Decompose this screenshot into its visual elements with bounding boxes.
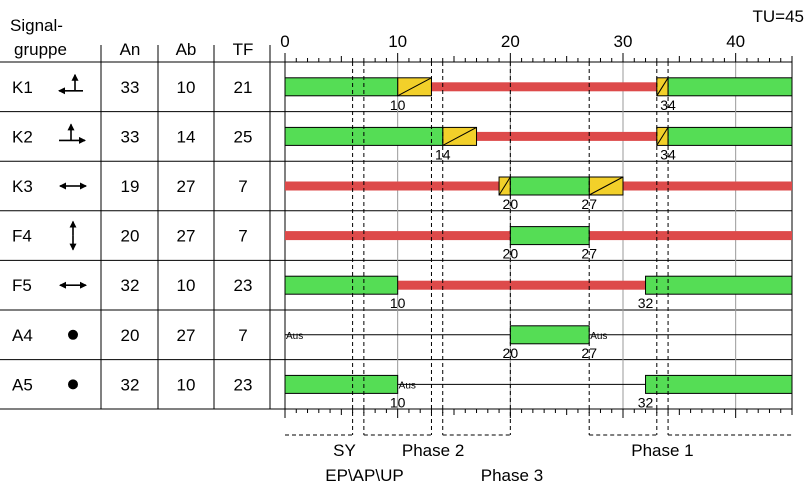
- green-phase-bar: [284, 275, 399, 295]
- an-value: 32: [121, 375, 140, 394]
- time-label: 10: [390, 295, 406, 311]
- dot-icon: [68, 329, 78, 340]
- signal-group-name: K1: [12, 78, 33, 97]
- ab-value: 10: [177, 375, 196, 394]
- green-phase-bar: [284, 374, 399, 394]
- phase-label: Phase 2: [402, 441, 464, 460]
- tf-value: 7: [238, 177, 247, 196]
- dot-shape: [68, 379, 78, 390]
- ab-value: 10: [177, 78, 196, 97]
- signal-row-k2: K2 33 14 25: [12, 123, 253, 146]
- yellow-diagonal: [588, 176, 624, 196]
- an-value: 20: [121, 326, 140, 345]
- axis-label: 30: [614, 32, 633, 51]
- timeline-row-f4: 20 27: [285, 226, 792, 262]
- timeline-row-f5: 10 32: [284, 275, 793, 311]
- ab-value: 10: [177, 276, 196, 295]
- straight-right-arrow-icon: [59, 123, 86, 144]
- tf-value: 23: [234, 375, 253, 394]
- signal-group-name: A5: [12, 375, 33, 394]
- tf-value: 21: [234, 78, 253, 97]
- green-phase-bar: [509, 176, 590, 196]
- an-value: 33: [121, 127, 140, 146]
- axis-label: 40: [726, 32, 745, 51]
- ab-value: 27: [177, 326, 196, 345]
- an-value: 20: [121, 227, 140, 246]
- yellow-diagonal: [656, 127, 669, 146]
- phase-label: Phase 3: [481, 466, 543, 485]
- an-value: 32: [121, 276, 140, 295]
- dot-icon: [68, 379, 78, 390]
- ab-value: 27: [177, 227, 196, 246]
- green-phase-bar: [509, 325, 590, 345]
- straight-left-arrow-icon: [58, 73, 83, 95]
- ab-value: 14: [177, 127, 196, 146]
- green-phase-bar: [667, 77, 793, 97]
- signal-group-name: A4: [12, 326, 33, 345]
- signal-row-a5: A5 32 10 23: [12, 375, 252, 394]
- green-phase-bar: [645, 275, 793, 295]
- header-col-an: An: [120, 40, 141, 59]
- table-rows: K1 33 10 21 K2 33 14 25 K3 19 27 7 F4 20 27 7 F5 32 10 23 A4…: [12, 73, 253, 394]
- time-label: 32: [638, 295, 654, 311]
- axis-label: 10: [388, 32, 407, 51]
- signal-row-a4: A4 20 27 7: [12, 326, 248, 345]
- signal-group-name: K3: [12, 177, 33, 196]
- phase-label: SY: [333, 441, 356, 460]
- axis-label: 0: [280, 32, 289, 51]
- green-phase-bar: [667, 126, 793, 146]
- tf-value: 7: [238, 227, 247, 246]
- green-phase-bar: [284, 77, 399, 97]
- aus-label: Aus: [590, 331, 607, 342]
- yellow-diagonal: [442, 126, 477, 146]
- axis-label: 20: [501, 32, 520, 51]
- signal-row-f4: F4 20 27 7: [12, 220, 248, 251]
- aus-label: Aus: [399, 380, 416, 391]
- phase-label: Phase 1: [631, 441, 693, 460]
- timeline-row-k1: 10 34: [284, 77, 793, 113]
- red-phase-bar: [285, 82, 792, 92]
- signal-group-name: F5: [12, 276, 32, 295]
- tf-value: 23: [234, 276, 253, 295]
- green-phase-bar: [509, 226, 590, 246]
- signal-row-f5: F5 32 10 23: [12, 276, 252, 295]
- yellow-diagonal: [498, 176, 511, 196]
- yellow-diagonal: [397, 77, 432, 97]
- signal-row-k3: K3 19 27 7: [12, 177, 248, 196]
- signal-group-name: F4: [12, 227, 32, 246]
- time-label: 10: [390, 394, 406, 410]
- table-grid: [0, 45, 285, 410]
- phase-label: EP\AP\UP: [325, 466, 403, 485]
- yellow-diagonal: [656, 77, 669, 97]
- timeline-row-a5: 10 32 Aus: [284, 374, 793, 410]
- header-title-line2: gruppe: [14, 40, 67, 59]
- signal-group-name: K2: [12, 127, 33, 146]
- green-phase-bar: [645, 374, 793, 394]
- an-value: 33: [121, 78, 140, 97]
- ab-value: 27: [177, 177, 196, 196]
- red-phase-bar: [285, 131, 792, 141]
- red-phase-bar: [285, 280, 792, 290]
- aus-label: Aus: [286, 331, 303, 342]
- time-label: 32: [638, 394, 654, 410]
- timeline-row-k2: 14 34: [284, 126, 793, 162]
- tf-value: 25: [234, 127, 253, 146]
- an-value: 19: [121, 177, 140, 196]
- time-label: 10: [390, 97, 406, 113]
- header-title-line1: Signal-: [10, 16, 63, 35]
- tf-value: 7: [238, 326, 247, 345]
- signal-row-k1: K1 33 10 21: [12, 73, 253, 97]
- dot-shape: [68, 329, 78, 340]
- cycle-time-label: TU=45: [753, 7, 805, 26]
- timeline-row-k3: 20 27: [285, 176, 792, 212]
- table-row-lines: [0, 111, 792, 361]
- header-col-ab: Ab: [176, 40, 197, 59]
- header-col-tf: TF: [233, 40, 254, 59]
